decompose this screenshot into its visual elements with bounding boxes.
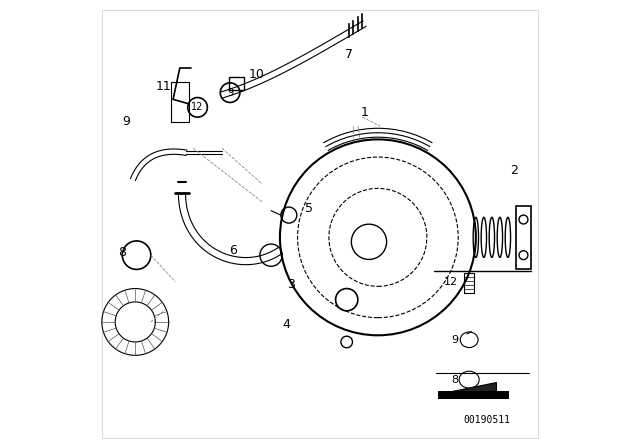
Text: 5: 5 (305, 202, 313, 215)
Text: 9: 9 (451, 335, 458, 345)
Text: 12: 12 (444, 277, 458, 287)
Text: 3: 3 (287, 278, 295, 291)
Text: 6: 6 (229, 244, 237, 257)
Text: 7: 7 (345, 48, 353, 61)
Text: 9: 9 (227, 88, 233, 98)
Text: 4: 4 (283, 318, 291, 331)
Polygon shape (442, 382, 496, 393)
Text: 10: 10 (249, 69, 265, 82)
Text: 00190511: 00190511 (463, 415, 511, 425)
Text: 9: 9 (122, 115, 131, 128)
Text: 11: 11 (156, 80, 171, 93)
Text: 8: 8 (118, 246, 126, 259)
Bar (438, 391, 509, 399)
Text: 12: 12 (191, 102, 204, 112)
Text: 1: 1 (360, 106, 369, 119)
Text: 2: 2 (509, 164, 518, 177)
Text: 8: 8 (451, 375, 458, 385)
